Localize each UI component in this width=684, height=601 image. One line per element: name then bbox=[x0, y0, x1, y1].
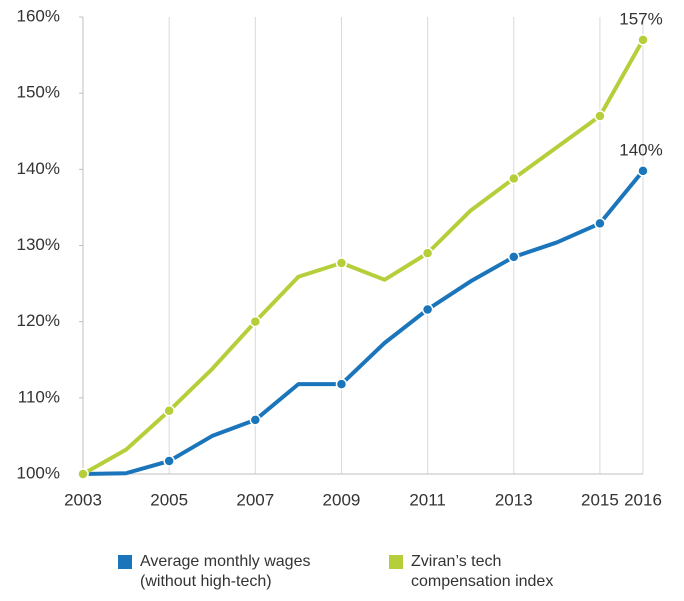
x-tick-label: 2003 bbox=[64, 490, 102, 509]
x-tick-label: 2016 bbox=[624, 490, 662, 509]
data-point bbox=[637, 165, 649, 177]
chart: 2003 2005 2007 2009 2011 2013 2015 2016 100% 110%… bbox=[17, 6, 663, 509]
data-point bbox=[637, 34, 649, 46]
legend-item: Average monthly wages (without high-tech… bbox=[118, 552, 330, 592]
x-tick-label: 2013 bbox=[495, 490, 533, 509]
data-point bbox=[508, 172, 520, 185]
y-tick-label: 140% bbox=[17, 159, 60, 178]
x-tick-label: 2011 bbox=[409, 490, 446, 509]
y-tick-label: 150% bbox=[17, 83, 60, 102]
y-tick-label: 100% bbox=[17, 463, 60, 482]
series-line bbox=[82, 38, 645, 476]
y-tick-label: 110% bbox=[18, 387, 60, 406]
data-point bbox=[335, 378, 348, 390]
data-point bbox=[421, 247, 434, 259]
x-tick-label: 2015 bbox=[581, 490, 619, 509]
data-point bbox=[335, 257, 348, 269]
data-label: 157% bbox=[619, 9, 662, 28]
legend-swatch bbox=[389, 555, 403, 569]
legend-item: Zviran’s tech compensation index bbox=[389, 552, 586, 592]
series-line bbox=[82, 169, 645, 476]
legend-swatch bbox=[118, 555, 132, 569]
y-tick-label: 130% bbox=[17, 235, 60, 254]
x-tick-label: 2009 bbox=[323, 490, 361, 509]
x-tick-label: 2005 bbox=[150, 490, 188, 509]
y-tick-label: 160% bbox=[17, 6, 60, 25]
data-point bbox=[249, 315, 262, 328]
y-tick-label: 120% bbox=[17, 311, 60, 330]
legend-label: Zviran’s tech compensation index bbox=[411, 553, 554, 590]
data-label: 140% bbox=[619, 140, 662, 159]
data-point bbox=[594, 217, 606, 230]
x-tick-label: 2007 bbox=[236, 490, 274, 509]
data-point bbox=[163, 405, 175, 417]
data-point bbox=[249, 414, 262, 426]
data-point bbox=[77, 468, 89, 480]
legend-label: Average monthly wages (without high-tech… bbox=[140, 553, 311, 590]
data-point bbox=[508, 251, 520, 263]
data-point bbox=[421, 303, 434, 316]
data-point bbox=[163, 455, 175, 467]
data-point bbox=[594, 110, 606, 122]
